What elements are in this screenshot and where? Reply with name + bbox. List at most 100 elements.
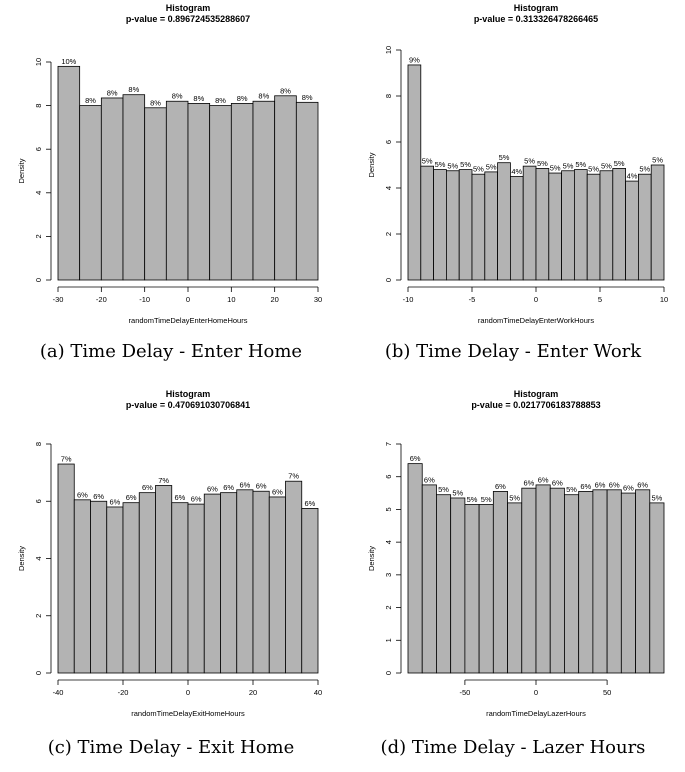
x-tick-label: 30	[314, 295, 322, 304]
bar-percent-label: 5%	[651, 493, 662, 502]
histogram-bar	[100, 97, 124, 281]
y-tick-label: 0	[384, 671, 393, 675]
bar-percent-label: 5%	[575, 160, 586, 169]
bar-percent-label: 6%	[109, 497, 120, 506]
bar-percent-label: 9%	[409, 55, 420, 64]
histogram-bar	[421, 484, 437, 674]
x-tick-label: 50	[603, 688, 611, 697]
bar-percent-label: 6%	[77, 490, 88, 499]
x-tick-label: -10	[139, 295, 150, 304]
x-tick-label: 0	[186, 295, 190, 304]
bar-percent-label: 6%	[126, 493, 137, 502]
y-axis-label: Density	[367, 546, 376, 571]
x-tick-label: -50	[459, 688, 470, 697]
bar-percent-label: 5%	[447, 161, 458, 170]
bar-percent-label: 7%	[288, 472, 299, 481]
histogram-bar	[548, 172, 563, 281]
histogram-bar	[535, 168, 550, 281]
bar-percent-label: 6%	[595, 480, 606, 489]
y-tick-label: 2	[34, 614, 43, 618]
bar-percent-label: 6%	[523, 479, 534, 488]
histogram-bar	[285, 480, 303, 674]
histogram-bar	[561, 170, 575, 281]
histogram-bar	[522, 165, 537, 281]
histogram-bar	[122, 94, 146, 281]
histogram-bar	[295, 101, 319, 281]
bar-percent-label: 6%	[191, 495, 202, 504]
histogram-bar	[578, 491, 594, 674]
bar-percent-label: 5%	[639, 165, 650, 174]
bar-percent-label: 6%	[580, 482, 591, 491]
bar-percent-label: 10%	[61, 57, 76, 66]
y-tick-label: 5	[384, 507, 393, 511]
y-tick-label: 2	[34, 234, 43, 238]
histogram-bar	[171, 502, 189, 674]
y-tick-label: 0	[384, 278, 393, 282]
histogram-bar	[203, 493, 221, 674]
histogram-bar	[274, 95, 297, 281]
y-tick-label: 0	[34, 671, 43, 675]
bar-percent-label: 5%	[460, 160, 471, 169]
y-tick-label: 4	[34, 556, 43, 560]
bar-percent-label: 8%	[150, 98, 161, 107]
bar-percent-label: 8%	[280, 86, 291, 95]
chart-title: Histogram	[166, 389, 211, 399]
histogram-bar	[484, 171, 499, 281]
y-tick-label: 8	[34, 104, 43, 108]
bar-percent-label: 5%	[509, 493, 520, 502]
bar-percent-label: 5%	[467, 495, 478, 504]
bar-percent-label: 5%	[481, 495, 492, 504]
histogram-bar	[592, 489, 608, 674]
histogram-bar	[230, 103, 254, 281]
x-tick-label: -5	[469, 295, 476, 304]
bar-percent-label: 6%	[272, 487, 283, 496]
y-tick-label: 4	[384, 186, 393, 190]
histogram-bar	[521, 487, 537, 674]
histogram-bar	[492, 491, 508, 674]
bar-percent-label: 6%	[304, 499, 315, 508]
y-tick-label: 0	[34, 278, 43, 282]
bar-percent-label: 6%	[223, 483, 234, 492]
histogram-bar	[436, 494, 452, 674]
figure-caption-b: (b) Time Delay - Enter Work	[384, 341, 642, 362]
y-tick-label: 10	[384, 46, 393, 54]
y-tick-label: 7	[384, 442, 393, 446]
y-tick-label: 2	[384, 605, 393, 609]
histogram-bar	[301, 508, 319, 674]
histogram-bar	[209, 105, 232, 281]
bar-percent-label: 8%	[85, 96, 96, 105]
bar-percent-label: 6%	[623, 484, 634, 493]
x-axis-label: randomTimeDelayExitHomeHours	[131, 709, 245, 718]
bar-percent-label: 6%	[637, 480, 648, 489]
y-tick-label: 2	[384, 232, 393, 236]
bar-percent-label: 6%	[410, 454, 421, 463]
histogram-bar	[458, 169, 473, 281]
histogram-panel-c: Histogram p-value = 0.470691030706841 7% 6%…	[0, 386, 342, 731]
histogram-bar	[407, 463, 423, 674]
histogram-bar	[90, 500, 108, 674]
histogram-bar	[252, 490, 270, 674]
histogram-bar	[650, 164, 665, 281]
bar-percent-label: 5%	[438, 485, 449, 494]
x-tick-label: 0	[534, 688, 538, 697]
histogram-panel-b: Histogram p-value = 0.313326478266465 9% 5%…	[342, 0, 684, 335]
y-axis-label: Density	[367, 152, 376, 177]
x-tick-label: -20	[96, 295, 107, 304]
x-tick-label: 10	[660, 295, 668, 304]
bar-percent-label: 8%	[128, 85, 139, 94]
y-axis-label: Density	[17, 546, 26, 571]
bar-percent-label: 8%	[215, 96, 226, 105]
bar-percent-label: 5%	[563, 161, 574, 170]
histogram-bar	[187, 103, 211, 281]
histogram-bar	[236, 489, 254, 674]
x-tick-label: 40	[314, 688, 322, 697]
bar-percent-label: 4%	[627, 172, 638, 181]
bar-percent-label: 5%	[452, 488, 463, 497]
y-tick-label: 8	[34, 442, 43, 446]
bar-percent-label: 6%	[207, 485, 218, 494]
histogram-bar	[420, 165, 435, 281]
histogram-bar	[497, 162, 511, 281]
x-axis-label: randomTimeDelayLazerHours	[486, 709, 586, 718]
histogram-bar	[138, 492, 156, 674]
bar-percent-label: 6%	[424, 475, 435, 484]
